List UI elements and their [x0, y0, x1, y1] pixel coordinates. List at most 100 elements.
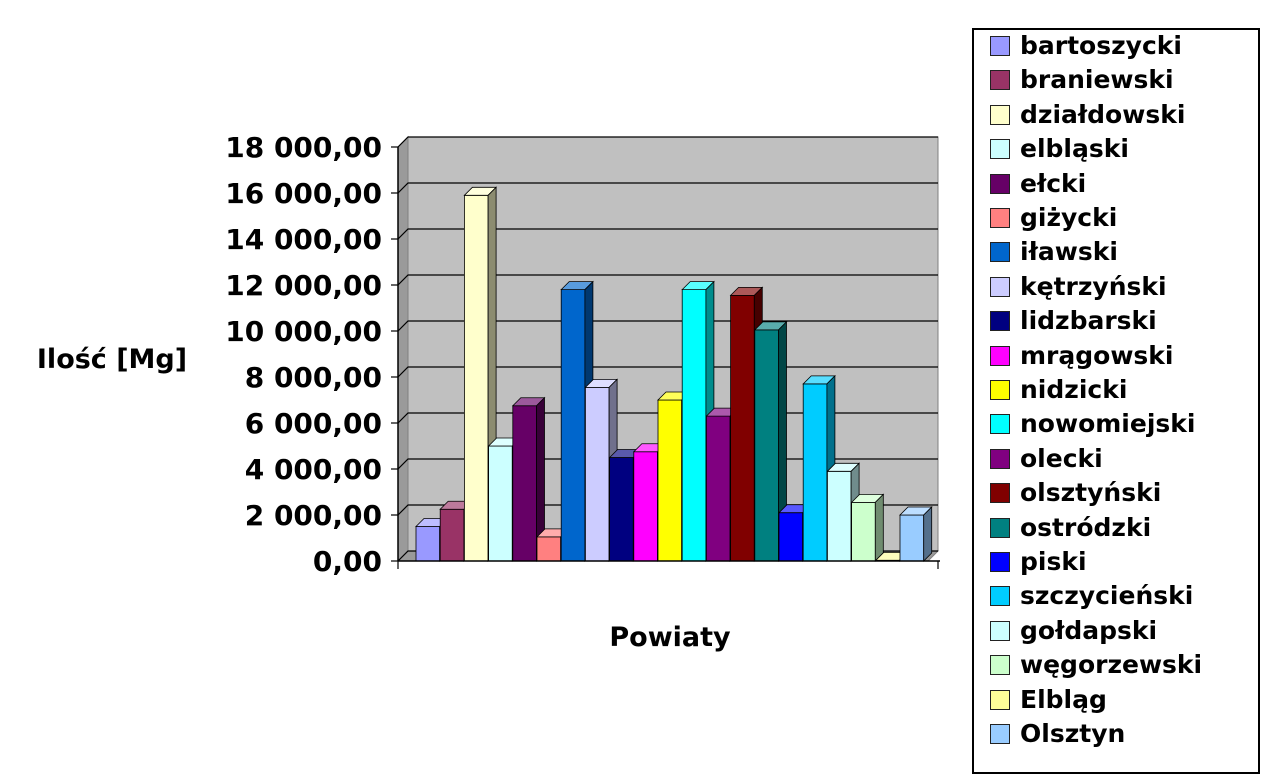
legend-item: ostródzki [990, 512, 1152, 542]
legend-label: ostródzki [1020, 512, 1152, 542]
plot-side-wall [397, 135, 409, 563]
y-tick-label: 14 000,00 [225, 223, 382, 256]
legend-swatch [990, 70, 1010, 91]
bar-front [657, 399, 683, 562]
bar-front [585, 386, 610, 562]
y-tick-label: 10 000,00 [225, 315, 382, 348]
legend-label: ełcki [1020, 168, 1087, 198]
gridline [397, 274, 938, 286]
bar-front [899, 514, 925, 562]
legend-label: nidzicki [1020, 375, 1128, 404]
legend-label: lidzbarski [1020, 306, 1157, 336]
legend-item: węgorzewski [990, 650, 1203, 680]
legend-label: mrągowski [1020, 340, 1174, 370]
bar-front [778, 512, 804, 562]
bar-side [923, 506, 933, 562]
legend-item: Elbląg [990, 684, 1107, 714]
legend-item: braniewski [990, 65, 1174, 95]
bar-front [609, 457, 634, 562]
legend-swatch [990, 311, 1010, 332]
y-tick-label: 16 000,00 [225, 177, 382, 210]
y-tick-label: 8 000,00 [245, 361, 382, 394]
legend-item: piski [990, 547, 1087, 576]
legend-label: iławski [1020, 237, 1118, 267]
legend-label: kętrzyński [1020, 271, 1167, 301]
legend-label: działdowski [1020, 99, 1186, 129]
legend-swatch [990, 655, 1010, 676]
legend-item: gołdapski [990, 615, 1158, 645]
bar-front [536, 536, 562, 562]
y-axis-label: Ilość [Mg] [37, 344, 187, 375]
bar-front [730, 294, 755, 562]
bar-front [415, 526, 441, 562]
bar-front [439, 508, 465, 562]
bar [850, 493, 885, 562]
legend-swatch [990, 208, 1010, 228]
legend-swatch [990, 414, 1010, 435]
bar [899, 506, 933, 562]
legend-item: działdowski [990, 99, 1186, 129]
legend-label: olecki [1020, 443, 1103, 473]
legend-label: gołdapski [1020, 615, 1158, 645]
bar-front [827, 470, 852, 562]
y-tick-label: 18 000,00 [225, 131, 382, 164]
legend-label: elbląski [1020, 134, 1129, 164]
bar-front [706, 415, 731, 562]
gridline [397, 182, 938, 194]
legend-swatch [990, 104, 1010, 125]
legend-label: Elbląg [1020, 684, 1107, 714]
y-tick-label: 6 000,00 [245, 407, 382, 440]
legend-swatch [990, 345, 1010, 366]
legend-swatch [990, 552, 1010, 572]
legend-item: nowomiejski [990, 411, 1195, 436]
gridline [397, 136, 938, 148]
legend-swatch [990, 483, 1010, 504]
bar-chart: 0,00 2 000,00 4 000,00 6 000,00 8 000,00 10 0… [37, 131, 940, 653]
bar-front [512, 405, 537, 562]
legend-item: olsztyński [990, 478, 1162, 508]
y-tick-label: 4 000,00 [245, 453, 382, 486]
legend-item: iławski [990, 237, 1118, 267]
legend-label: olsztyński [1020, 478, 1162, 508]
legend-swatch [990, 242, 1010, 263]
legend-item: giżycki [990, 203, 1118, 232]
legend-label: braniewski [1020, 65, 1174, 95]
bar-front [681, 289, 707, 562]
legend-swatch [990, 517, 1010, 538]
bar [753, 320, 788, 562]
bars [415, 186, 933, 562]
gridline [397, 228, 938, 240]
bar-front [754, 329, 779, 562]
legend-item: bartoszycki [990, 31, 1182, 60]
legend-swatch [990, 36, 1010, 56]
legend-swatch [990, 620, 1010, 641]
legend-swatch [990, 724, 1010, 744]
bar-front [488, 445, 513, 562]
bar-front [633, 451, 658, 562]
legend-swatch [990, 276, 1010, 297]
legend-label: bartoszycki [1020, 31, 1182, 60]
bar-side [874, 493, 884, 562]
legend-label: Olsztyn [1020, 719, 1126, 748]
y-tick-label: 2 000,00 [245, 499, 382, 532]
legend-label: węgorzewski [1020, 650, 1203, 680]
legend-label: giżycki [1020, 203, 1118, 232]
legend-item: ełcki [990, 168, 1087, 198]
legend-item: kętrzyński [990, 271, 1167, 301]
legend-item: olecki [990, 443, 1103, 473]
legend-item: elbląski [990, 134, 1129, 164]
legend-swatch [990, 380, 1010, 400]
y-axis-ticks: 0,00 2 000,00 4 000,00 6 000,00 8 000,00 10 0… [225, 131, 382, 578]
y-tick-label: 12 000,00 [225, 269, 382, 302]
bar-front [851, 501, 876, 562]
bar-front [463, 194, 489, 562]
legend-label: piski [1020, 547, 1087, 576]
bar-front [802, 383, 828, 562]
x-axis-label: Powiaty [609, 622, 731, 653]
legend-item: szczycieński [990, 583, 1193, 608]
legend-swatch [990, 586, 1010, 607]
legend-swatch [990, 448, 1010, 469]
legend-item: lidzbarski [990, 306, 1157, 336]
legend: bartoszycki braniewski działdowski elbląski… [972, 28, 1260, 774]
axes [397, 147, 940, 569]
